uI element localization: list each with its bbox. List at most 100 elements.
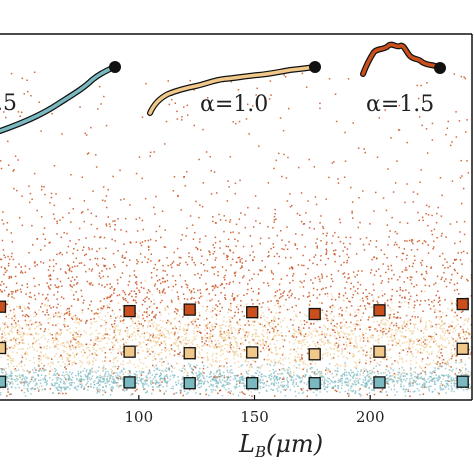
scatter-point: [90, 300, 92, 303]
scatter-point: [178, 256, 181, 259]
scatter-point: [231, 332, 233, 334]
scatter-point: [73, 284, 75, 286]
scatter-point: [67, 352, 69, 355]
scatter-point: [230, 317, 233, 319]
scatter-point: [200, 295, 202, 298]
scatter-point: [356, 292, 359, 294]
scatter-point: [112, 220, 114, 222]
scatter-point: [246, 293, 248, 295]
scatter-point: [71, 317, 73, 319]
scatter-point: [13, 319, 16, 322]
scatter-point: [11, 372, 13, 375]
scatter-point: [314, 343, 316, 345]
scatter-point: [391, 333, 393, 336]
scatter-point: [404, 269, 406, 271]
scatter-point: [92, 190, 94, 192]
scatter-point: [137, 351, 140, 354]
scatter-point: [50, 196, 53, 199]
scatter-point: [288, 330, 290, 333]
scatter-point: [120, 378, 122, 380]
scatter-point: [70, 305, 73, 307]
scatter-point: [17, 377, 20, 380]
scatter-point: [167, 331, 169, 334]
scatter-point: [162, 370, 165, 373]
scatter-point: [188, 289, 191, 291]
scatter-point: [201, 345, 203, 347]
scatter-point: [431, 338, 433, 341]
scatter-point: [95, 313, 98, 315]
scatter-point: [97, 336, 99, 338]
scatter-point: [272, 372, 275, 375]
scatter-point: [273, 343, 276, 345]
scatter-point: [441, 252, 444, 255]
scatter-point: [380, 372, 382, 374]
scatter-point: [299, 320, 302, 322]
scatter-point: [59, 356, 61, 358]
scatter-point: [241, 265, 243, 267]
scatter-point: [355, 380, 358, 382]
scatter-point: [270, 348, 272, 350]
scatter-point: [141, 177, 143, 180]
scatter-point: [319, 259, 322, 261]
scatter-point: [331, 308, 333, 310]
scatter-point: [143, 287, 145, 290]
scatter-point: [361, 332, 364, 334]
scatter-point: [360, 369, 363, 371]
scatter-point: [310, 279, 312, 281]
scatter-point: [459, 259, 462, 261]
scatter-point: [42, 367, 44, 370]
scatter-point: [167, 362, 169, 365]
scatter-point: [202, 345, 204, 347]
scatter-point: [362, 337, 365, 339]
scatter-point: [118, 333, 121, 335]
scatter-point: [217, 366, 220, 369]
scatter-point: [357, 305, 359, 308]
scatter-point: [445, 314, 448, 317]
scatter-point: [166, 257, 168, 259]
scatter-point: [211, 266, 213, 269]
scatter-point: [349, 345, 351, 347]
scatter-point: [370, 372, 373, 375]
scatter-point: [356, 345, 358, 347]
scatter-point: [283, 74, 285, 76]
scatter-point: [386, 257, 388, 259]
scatter-point: [19, 381, 21, 383]
scatter-point: [47, 363, 50, 365]
scatter-point: [426, 82, 428, 84]
scatter-point: [40, 323, 42, 326]
scatter-point: [316, 341, 319, 344]
scatter-point: [17, 111, 20, 113]
scatter-point: [198, 356, 200, 359]
scatter-point: [152, 351, 154, 353]
scatter-point: [102, 335, 104, 337]
scatter-point: [150, 260, 152, 262]
scatter-point: [388, 340, 390, 342]
scatter-point: [67, 378, 70, 380]
scatter-point: [66, 308, 69, 310]
scatter-point: [111, 323, 113, 326]
scatter-point: [12, 358, 14, 360]
scatter-point: [175, 312, 178, 315]
scatter-point: [268, 376, 270, 379]
scatter-point: [104, 315, 107, 317]
scatter-point: [314, 370, 316, 373]
scatter-point: [82, 355, 84, 357]
scatter-point: [341, 351, 343, 353]
scatter-point: [431, 336, 434, 338]
scatter-point: [420, 320, 422, 322]
scatter-point: [116, 360, 119, 362]
scatter-point: [138, 217, 141, 219]
scatter-point: [280, 331, 283, 334]
scatter-point: [439, 327, 441, 329]
scatter-point: [393, 388, 396, 391]
scatter-point: [270, 383, 273, 385]
scatter-point: [90, 339, 92, 341]
scatter-point: [77, 370, 79, 373]
scatter-point: [127, 329, 129, 332]
scatter-point: [441, 321, 443, 323]
scatter-point: [112, 349, 115, 351]
scatter-point: [286, 200, 289, 202]
scatter-point: [278, 373, 281, 375]
scatter-point: [369, 354, 371, 357]
scatter-point: [279, 321, 282, 324]
